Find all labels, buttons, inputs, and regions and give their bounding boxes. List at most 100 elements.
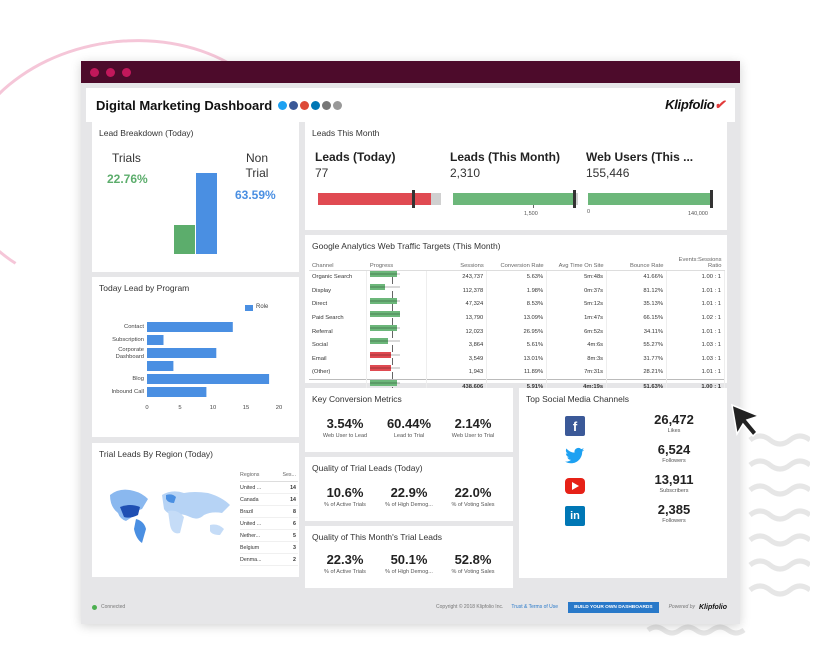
twitter-icon[interactable] bbox=[278, 100, 288, 110]
sessions-header: Ses... bbox=[282, 472, 296, 478]
ga-row: Referral 12,023 26.95% 6m:52s 34.11% 1.01 : 1 bbox=[309, 324, 726, 339]
metric-value: 60.44% bbox=[386, 416, 432, 431]
progress-bar bbox=[370, 365, 401, 372]
ga-cell-sessions: 3,864 bbox=[426, 338, 488, 352]
facebook-icon[interactable] bbox=[289, 100, 299, 110]
progress-bar bbox=[370, 297, 401, 304]
youtube-icon[interactable] bbox=[565, 478, 585, 494]
region-row: Belgium 3 bbox=[240, 542, 298, 554]
progress-cell bbox=[366, 351, 428, 366]
ga-cell-sessions: 243,737 bbox=[426, 270, 488, 285]
quality-today-panel: Quality of Trial Leads (Today) 10.6% % of… bbox=[305, 457, 513, 521]
mouse-cursor-icon bbox=[731, 403, 762, 438]
ga-cell-ratio: 1.01 : 1 bbox=[666, 365, 726, 380]
ga-cell-bounce: 28.21% bbox=[606, 365, 667, 380]
decorative-dots bbox=[646, 624, 746, 636]
ga-cell-ratio: 1.02 : 1 bbox=[666, 311, 726, 325]
bar-corporate-dashboard[interactable] bbox=[147, 348, 217, 358]
email-icon[interactable] bbox=[322, 100, 332, 110]
region-name: Nether... bbox=[240, 532, 261, 539]
channel-name: Social bbox=[309, 338, 368, 352]
ga-cell-ratio: 1.01 : 1 bbox=[666, 284, 726, 298]
facebook-icon[interactable]: f bbox=[565, 416, 585, 436]
category-label: Dashboard bbox=[116, 354, 144, 360]
region-value: 14 bbox=[290, 484, 296, 491]
social-value: 26,472 bbox=[654, 412, 694, 427]
bar-subscription[interactable] bbox=[147, 335, 164, 345]
ga-cell-time: 5m:12s bbox=[546, 297, 608, 312]
tick-label: 0 bbox=[587, 209, 591, 215]
metric-value: 2.14% bbox=[454, 416, 492, 431]
lead-by-program-panel: Today Lead by Program Role Contact Subscr… bbox=[92, 277, 299, 437]
bar-contact[interactable] bbox=[147, 322, 233, 332]
bar-demo[interactable] bbox=[147, 361, 174, 371]
linkedin-icon[interactable] bbox=[311, 100, 321, 110]
build-dashboards-button[interactable]: BUILD YOUR OWN DASHBOARDS bbox=[568, 601, 659, 613]
metric-value: 22.3% bbox=[326, 552, 364, 567]
target-tick bbox=[392, 371, 394, 379]
target-tick bbox=[392, 277, 394, 285]
metric-voting-sales: 52.8% % of Voting Sales bbox=[441, 552, 505, 575]
metric-active-trials: 10.6% % of Active Trials bbox=[313, 485, 377, 508]
target-marker bbox=[412, 190, 415, 208]
link-icon[interactable] bbox=[333, 100, 343, 110]
ga-cell-sessions: 112,378 bbox=[426, 284, 488, 298]
window-close-dot[interactable] bbox=[90, 67, 99, 77]
tick-label: 1,500 bbox=[524, 211, 538, 217]
ga-row: Display 112,378 1.98% 0m:37s 81.12% 1.01 : 1 bbox=[309, 284, 726, 298]
panel-title: Trial Leads By Region (Today) bbox=[99, 449, 214, 459]
leads-month-label: Leads (This Month) bbox=[450, 150, 560, 164]
col-sessions: Sessions bbox=[426, 254, 487, 271]
region-value: 14 bbox=[290, 496, 296, 503]
metric-label: % of High Demog... bbox=[385, 502, 433, 508]
social-facebook-row: f 26,472 Likes bbox=[519, 412, 727, 442]
brand-text: Klipfolio bbox=[665, 97, 715, 112]
share-icons bbox=[278, 100, 343, 110]
social-label: Followers bbox=[662, 518, 686, 524]
leads-today-label: Leads (Today) bbox=[315, 150, 396, 164]
region-row: Nether... 5 bbox=[240, 530, 298, 542]
metric-high-demog: 50.1% % of High Demog... bbox=[377, 552, 441, 575]
x-tick-label: 20 bbox=[276, 405, 282, 411]
bar-inbound-call[interactable] bbox=[147, 387, 207, 397]
metric-web-user-to-trial: 2.14% Web User to Trial bbox=[441, 416, 505, 439]
target-marker bbox=[710, 190, 713, 208]
quality-month-panel: Quality of This Month's Trial Leads 22.3… bbox=[305, 526, 513, 588]
ga-cell-sessions: 47,324 bbox=[426, 297, 488, 312]
ga-cell-conv: 1.98% bbox=[486, 284, 548, 298]
dashboard-title: Digital Marketing Dashboard bbox=[96, 97, 273, 113]
x-tick-label: 10 bbox=[210, 405, 216, 411]
terms-link[interactable]: Trust & Terms of Use bbox=[511, 604, 559, 610]
col-channel: Channel bbox=[309, 254, 367, 271]
bar-blog[interactable] bbox=[147, 374, 270, 384]
linkedin-icon[interactable]: in bbox=[565, 506, 585, 526]
google-plus-icon[interactable] bbox=[300, 100, 310, 110]
progress-cell bbox=[366, 338, 428, 352]
window-minimize-dot[interactable] bbox=[106, 67, 115, 77]
web-users-label: Web Users (This ... bbox=[586, 150, 694, 164]
progress-bar bbox=[370, 351, 401, 358]
category-label: Corporate bbox=[118, 347, 144, 353]
ga-cell-sessions: 12,023 bbox=[426, 324, 488, 339]
social-label: Likes bbox=[667, 428, 681, 434]
social-linkedin-row: in 2,385 Followers bbox=[519, 502, 727, 532]
metric-value: 10.6% bbox=[326, 485, 364, 500]
ga-cell-conv: 26.95% bbox=[486, 324, 548, 339]
region-row: United ... 6 bbox=[240, 518, 298, 530]
window-maximize-dot[interactable] bbox=[122, 67, 131, 77]
region-header: Regions bbox=[240, 472, 260, 478]
panel-title: Leads This Month bbox=[312, 128, 380, 138]
region-table: Regions Ses... United ... 14 Canada 14 Brazi… bbox=[240, 469, 298, 566]
panel-title: Google Analytics Web Traffic Targets (Th… bbox=[312, 241, 501, 251]
leads-month-value: 2,310 bbox=[450, 166, 481, 180]
trials-bar bbox=[174, 225, 195, 254]
progress-bar bbox=[370, 324, 401, 331]
metric-label: Lead to Trial bbox=[393, 433, 425, 439]
region-row: Brazil 8 bbox=[240, 506, 298, 518]
ga-row: (Other) 1,943 11.89% 7m:31s 28.21% 1.01 : 1 bbox=[309, 365, 726, 380]
metric-value: 52.8% bbox=[454, 552, 492, 567]
channel-name: Referral bbox=[309, 324, 368, 339]
twitter-icon[interactable] bbox=[565, 446, 585, 466]
panel-title: Today Lead by Program bbox=[99, 283, 190, 293]
ga-cell-sessions: 3,549 bbox=[426, 351, 488, 366]
